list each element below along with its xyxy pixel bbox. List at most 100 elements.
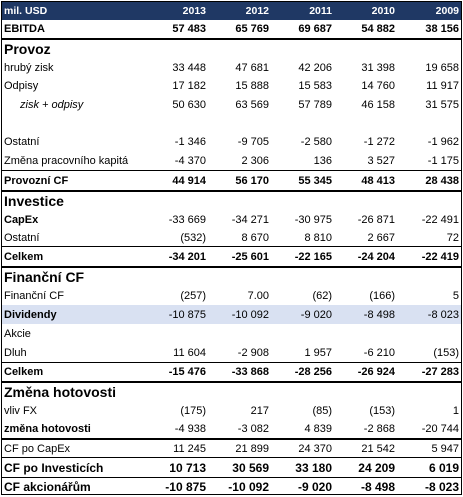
row-label: EBITDA [4,23,45,35]
section-title: Změna hotovosti [4,384,117,400]
table-row: hrubý zisk 33 448 47 681 42 206 31 398 1… [1,58,462,77]
cell: -2 868 [363,423,395,435]
cell: 46 158 [361,98,395,111]
cell: 1 957 [304,346,332,359]
cell: (62) [312,289,332,302]
cell: -15 476 [168,366,206,378]
cell: 65 769 [235,23,269,35]
cell: 8 670 [241,231,269,244]
cell: 72 [446,231,459,244]
cell: -25 601 [231,250,269,263]
table-row: vliv FX (175) 217 (85) (153) 1 [1,401,462,420]
cell: -27 283 [421,366,459,378]
cell: 8 810 [304,231,332,244]
cell: -26 924 [357,366,395,378]
cell: 11 917 [426,80,459,92]
cell: 24 370 [298,442,332,455]
cell: 24 209 [358,460,395,475]
cell: 55 345 [298,174,332,187]
cell: 38 156 [425,23,459,35]
table-row: CF po CapEx 11 245 21 899 24 370 21 542 … [1,438,462,457]
row-label: hrubý zisk [4,61,54,74]
year-2009: 2009 [435,4,459,17]
cell: -6 210 [363,346,395,359]
year-2010: 2010 [371,4,395,17]
year-2013: 2013 [182,4,206,17]
cell: 4 839 [304,423,332,435]
cell: (532) [180,231,206,244]
table-row: Akcie [1,324,462,343]
row-label: Akcie [4,327,31,340]
cell: 15 583 [298,80,332,92]
cell: -20 744 [421,423,459,435]
cell: 10 713 [169,460,206,475]
cell: 19 658 [425,61,459,74]
cell: -34 201 [168,250,206,263]
table-row-total: Celkem -34 201 -25 601 -22 165 -24 204 -… [1,247,462,266]
row-label: Celkem [4,250,44,263]
table-row: změna hotovosti -4 938 -3 082 4 839 -2 8… [1,420,462,438]
table-row: Změna pracovního kapitá -4 370 2 306 136… [1,151,462,171]
cell: 47 681 [235,61,269,74]
table-row-highlighted: Dividendy -10 875 -10 092 -9 020 -8 498 … [1,305,462,324]
section-zmena-hotovosti: Změna hotovosti [1,381,462,401]
cell: -10 875 [165,479,206,494]
cell: 57 789 [298,98,332,111]
cell: -3 082 [237,423,269,435]
header-row: mil. USD 2013 2012 2011 2010 2009 [1,1,462,20]
row-label: změna hotovosti [4,423,91,435]
cell: (166) [369,289,395,302]
row-label: zisk + odpisy [20,98,84,111]
cell: -1 962 [427,135,459,148]
cell: -8 498 [360,479,395,494]
year-2011: 2011 [309,4,332,17]
table-row: Ostatní -1 346 -9 705 -2 580 -1 272 -1 9… [1,132,462,151]
cell: 17 182 [172,80,206,92]
cell: -8 498 [363,308,395,321]
section-financni: Finanční CF [1,266,462,286]
section-provoz: Provoz [1,38,462,58]
cell: 31 398 [361,61,395,74]
cell: -2 580 [300,135,332,148]
cell: -2 908 [237,346,269,359]
table-row: zisk + odpisy 50 630 63 569 57 789 46 15… [1,95,462,114]
cell: 21 542 [361,442,395,455]
cell: -22 165 [294,250,332,263]
cell: 11 245 [173,442,206,455]
section-investice: Investice [1,190,462,210]
cell: -22 491 [421,213,459,226]
table-row-total: CF akcionářům -10 875 -10 092 -9 020 -8 … [1,477,462,495]
table-row-total: Celkem -15 476 -33 868 -28 256 -26 924 -… [1,363,462,381]
row-label: Celkem [4,366,44,378]
table-row: Ostatní (532) 8 670 8 810 2 667 72 [1,229,462,247]
cell: (175) [180,404,206,417]
row-label: Odpisy [4,80,39,92]
cell: (153) [369,404,395,417]
row-label: vliv FX [4,404,37,417]
cell: -8 023 [424,479,459,494]
cell: 33 448 [172,61,206,74]
cell: 6 019 [428,460,459,475]
cell: 5 [452,289,459,302]
cell: -30 975 [294,213,332,226]
cell: 5 947 [431,442,459,455]
row-label: CapEx [4,213,39,226]
cell: 44 914 [172,174,206,187]
cell: 42 206 [298,61,332,74]
cell: -10 092 [228,479,269,494]
row-label: CF po CapEx [4,442,71,455]
cell: -8 023 [427,308,459,321]
cell: -22 419 [421,250,459,263]
table-row: Odpisy 17 182 15 888 15 583 14 760 11 91… [1,77,462,95]
cell: -9 020 [300,308,332,321]
row-label: Dividendy [4,308,57,321]
cell: 28 438 [425,174,459,187]
cell: -1 272 [363,135,395,148]
row-label: Ostatní [4,231,40,244]
cell: 33 180 [295,460,332,475]
row-label: Změna pracovního kapitá [4,154,129,167]
cell: -4 938 [174,423,206,435]
cell: 3 527 [367,154,395,167]
year-2012: 2012 [245,4,269,17]
cell: 7.00 [247,289,269,302]
